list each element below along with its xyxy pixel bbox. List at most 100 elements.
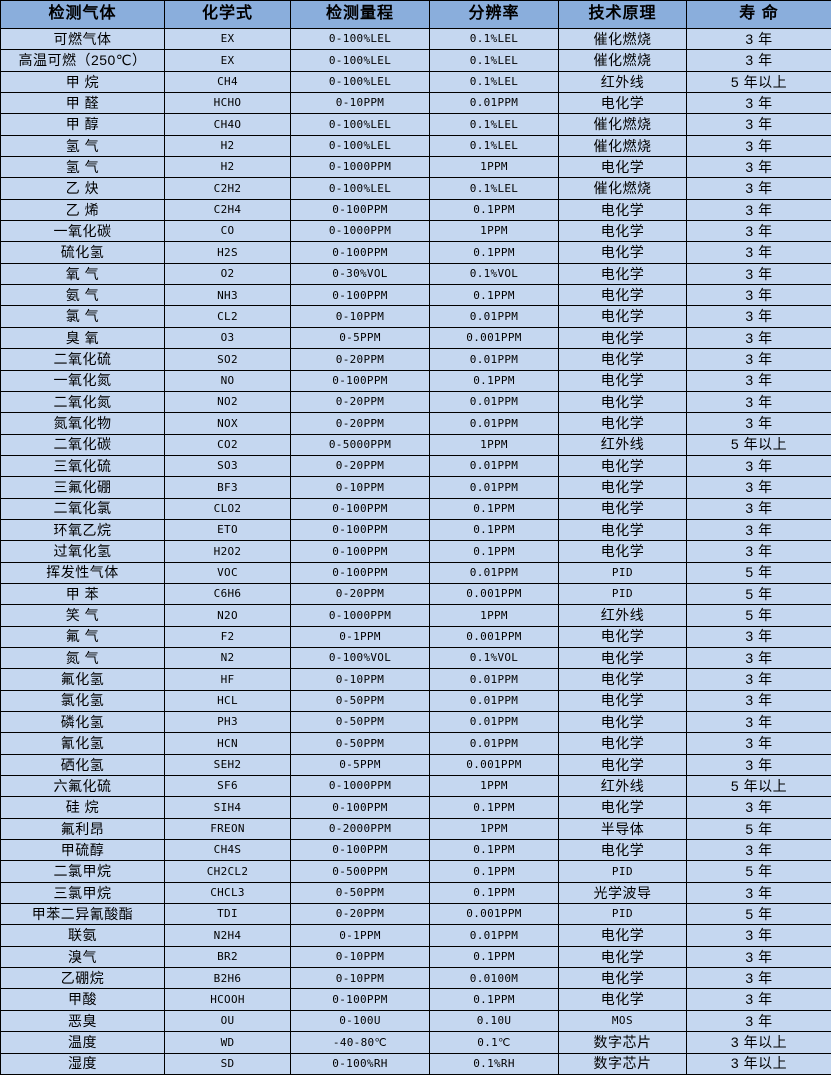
table-row: 三氧化硫 SO3 0-20PPM 0.01PPM 电化学 3 年 [0,454,831,478]
cell-formula: B2H6 [164,967,291,990]
cell-range: 0-1000PPM [290,220,430,243]
cell-res: 0.1℃ [429,1031,559,1054]
cell-life: 3 年 [686,177,831,200]
cell-life: 5 年 [686,903,831,926]
cell-tech: 数字芯片 [558,1052,687,1075]
cell-range: 0-100PPM [290,988,430,1011]
cell-range: 0-100PPM [290,839,430,862]
table-row: 氧 气 O2 0-30%VOL 0.1%VOL 电化学 3 年 [0,262,831,286]
cell-formula: HCL [164,689,291,713]
table-row: 甲 醇 CH4O 0-100%LEL 0.1%LEL 催化燃烧 3 年 [0,113,831,136]
cell-tech: PID [558,860,687,883]
cell-range: 0-10PPM [290,92,430,115]
cell-tech: 催化燃烧 [558,49,687,72]
cell-gas: 三氯甲烷 [0,881,165,905]
cell-range: 0-20PPM [290,348,430,371]
cell-range: 0-50PPM [290,732,430,755]
cell-formula: H2S [164,241,291,264]
cell-gas: 温度 [0,1031,165,1054]
cell-formula: VOC [164,561,291,584]
cell-life: 3 年 [686,113,831,136]
cell-formula: EX [164,49,291,72]
cell-gas: 氢 气 [0,156,165,179]
cell-res: 0.01PPM [429,561,559,584]
table-row: 过氧化氢 H2O2 0-100PPM 0.1PPM 电化学 3 年 [0,540,831,563]
table-row: 甲 醛 HCHO 0-10PPM 0.01PPM 电化学 3 年 [0,92,831,115]
cell-res: 0.01PPM [429,92,559,115]
cell-range: 0-100%LEL [290,49,430,72]
cell-range: 0-100%LEL [290,70,430,94]
cell-life: 3 年 [686,753,831,777]
cell-tech: 电化学 [558,412,687,435]
table-row: 二氯甲烷 CH2CL2 0-500PPM 0.1PPM PID 5 年 [0,860,831,883]
cell-range: 0-20PPM [290,390,430,414]
cell-res: 1PPM [429,817,559,841]
cell-gas: 氟 气 [0,625,165,648]
cell-life: 3 年 [686,540,831,563]
cell-tech: 电化学 [558,305,687,328]
cell-tech: 电化学 [558,390,687,414]
table-row: 湿度 SD 0-100%RH 0.1%RH 数字芯片 3 年以上 [0,1052,831,1075]
cell-life: 3 年 [686,839,831,862]
cell-formula: WD [164,1031,291,1054]
cell-res: 0.1%LEL [429,49,559,72]
cell-life: 3 年 [686,945,831,969]
cell-life: 3 年 [686,156,831,179]
cell-formula: H2 [164,134,291,158]
cell-gas: 甲 苯 [0,582,165,606]
cell-tech: 电化学 [558,753,687,777]
cell-formula: N2O [164,604,291,627]
cell-life: 3 年 [686,796,831,819]
table-row: 乙 烯 C2H4 0-100PPM 0.1PPM 电化学 3 年 [0,198,831,222]
cell-gas: 甲 烷 [0,70,165,94]
cell-range: 0-100%LEL [290,27,430,51]
cell-formula: CLO2 [164,497,291,520]
cell-life: 5 年 [686,860,831,883]
cell-res: 1PPM [429,604,559,627]
cell-res: 0.1%LEL [429,70,559,94]
table-row: 甲 苯 C6H6 0-20PPM 0.001PPM PID 5 年 [0,582,831,606]
cell-res: 0.01PPM [429,710,559,734]
table-row: 恶臭 OU 0-100U 0.10U MOS 3 年 [0,1009,831,1033]
cell-gas: 氢 气 [0,134,165,158]
cell-tech: 电化学 [558,710,687,734]
cell-formula: O3 [164,326,291,350]
cell-res: 0.1PPM [429,881,559,905]
cell-life: 5 年以上 [686,775,831,798]
cell-formula: SEH2 [164,753,291,777]
cell-gas: 氯化氢 [0,689,165,713]
cell-life: 5 年 [686,561,831,584]
cell-formula: NO2 [164,390,291,414]
column-header-formula: 化学式 [164,0,291,29]
cell-range: 0-1000PPM [290,604,430,627]
cell-gas: 甲酸 [0,988,165,1011]
cell-res: 0.001PPM [429,903,559,926]
cell-formula: BF3 [164,476,291,499]
cell-gas: 氮氧化物 [0,412,165,435]
table-row: 氢 气 H2 0-100%LEL 0.1%LEL 催化燃烧 3 年 [0,134,831,158]
cell-res: 1PPM [429,433,559,456]
cell-tech: 电化学 [558,497,687,520]
table-row: 联氨 N2H4 0-1PPM 0.01PPM 电化学 3 年 [0,924,831,947]
cell-formula: SO2 [164,348,291,371]
cell-formula: PH3 [164,710,291,734]
cell-gas: 氰化氢 [0,732,165,755]
cell-range: 0-100PPM [290,518,430,542]
cell-tech: 电化学 [558,625,687,648]
cell-formula: HCOOH [164,988,291,1011]
cell-gas: 硅 烷 [0,796,165,819]
cell-life: 3 年 [686,1009,831,1033]
cell-life: 3 年 [686,49,831,72]
cell-life: 5 年以上 [686,433,831,456]
cell-range: 0-10PPM [290,945,430,969]
cell-res: 0.01PPM [429,732,559,755]
cell-life: 3 年 [686,497,831,520]
cell-res: 0.1PPM [429,497,559,520]
cell-formula: SF6 [164,775,291,798]
cell-formula: CH4 [164,70,291,94]
column-header-lifespan: 寿 命 [686,0,831,29]
cell-gas: 氨 气 [0,284,165,307]
cell-tech: 电化学 [558,348,687,371]
cell-life: 3 年 [686,924,831,947]
cell-tech: 红外线 [558,433,687,456]
